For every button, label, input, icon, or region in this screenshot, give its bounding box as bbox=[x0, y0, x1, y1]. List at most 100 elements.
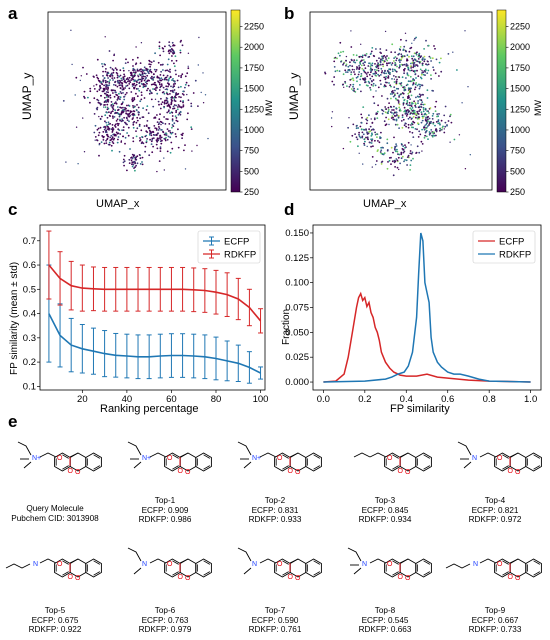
scatter-point bbox=[106, 134, 109, 137]
molecule-top-7-caption: Top-7 ECFP: 0.590 RDKFP: 0.761 bbox=[220, 606, 330, 635]
scatter-point bbox=[163, 106, 166, 109]
scatter-point bbox=[133, 97, 136, 99]
scatter-point bbox=[124, 136, 127, 139]
scatter-point bbox=[420, 73, 423, 76]
scatter-point bbox=[121, 85, 124, 88]
legend-label: ECFP bbox=[224, 237, 249, 248]
scatter-point bbox=[363, 64, 366, 66]
scatter-point bbox=[155, 127, 158, 130]
scatter-point bbox=[407, 126, 410, 129]
scatter-point bbox=[106, 108, 109, 111]
scatter-point bbox=[352, 61, 355, 63]
scatter-point bbox=[388, 102, 390, 104]
ester-oxygen-label: O bbox=[387, 561, 393, 568]
scatter-point bbox=[108, 128, 110, 131]
scatter-point bbox=[168, 109, 170, 112]
scatter-point bbox=[150, 92, 153, 94]
scatter-point bbox=[340, 51, 342, 54]
scatter-point bbox=[396, 150, 399, 153]
scatter-point bbox=[177, 128, 179, 131]
aromatic-bond bbox=[502, 560, 509, 565]
scatter-point bbox=[169, 76, 172, 79]
scatter-point bbox=[113, 102, 116, 105]
scatter-point bbox=[99, 102, 101, 105]
scatter-point bbox=[449, 113, 452, 116]
scatter-point bbox=[372, 145, 374, 148]
scatter-point bbox=[123, 95, 126, 98]
scatter-point bbox=[173, 104, 176, 106]
scatter-point bbox=[410, 80, 413, 83]
scatter-point bbox=[367, 56, 370, 58]
scatter-point bbox=[412, 111, 415, 113]
scatter-point bbox=[176, 79, 179, 82]
scatter-point bbox=[394, 166, 396, 168]
scatter-point bbox=[157, 100, 160, 103]
scatter-point bbox=[393, 68, 396, 71]
scatter-point bbox=[400, 53, 403, 56]
scatter-point bbox=[414, 58, 417, 61]
scatter-point bbox=[103, 128, 106, 131]
scatter-point bbox=[111, 89, 114, 92]
scatter-point bbox=[406, 164, 408, 166]
scatter-point bbox=[386, 167, 389, 170]
scatter-point bbox=[124, 81, 127, 83]
scatter-point bbox=[79, 79, 82, 82]
scatter-point bbox=[147, 112, 150, 115]
scatter-point bbox=[425, 113, 428, 116]
scatter-point bbox=[379, 79, 382, 82]
scatter-point bbox=[159, 120, 162, 123]
scatter-point bbox=[107, 87, 109, 90]
chain-bond bbox=[39, 558, 57, 564]
scatter-point bbox=[197, 105, 199, 107]
scatter-point bbox=[155, 143, 158, 146]
scatter-point bbox=[369, 141, 371, 144]
scatter-point bbox=[130, 91, 133, 93]
scatter-point bbox=[160, 97, 162, 100]
scatter-point bbox=[119, 119, 121, 122]
scatter-point bbox=[160, 77, 163, 79]
scatter-point bbox=[116, 76, 119, 79]
scatter-point bbox=[161, 101, 164, 103]
scatter-point bbox=[146, 82, 148, 85]
scatter-point bbox=[101, 135, 104, 137]
scatter-point bbox=[410, 159, 413, 162]
scatter-point bbox=[343, 86, 345, 89]
scatter-point bbox=[177, 104, 180, 106]
scatter-point bbox=[418, 52, 421, 55]
scatter-point bbox=[171, 79, 173, 81]
scatter-point bbox=[347, 126, 349, 129]
chain-bond bbox=[237, 547, 252, 562]
scatter-point bbox=[395, 87, 398, 90]
scatter-point bbox=[112, 71, 115, 74]
scatter-point bbox=[346, 71, 349, 73]
scatter-point bbox=[133, 106, 136, 108]
y-tick-label: 0.000 bbox=[285, 377, 309, 388]
scatter-point bbox=[357, 145, 359, 148]
molecule-top-9-caption: Top-9 ECFP: 0.667 RDKFP: 0.733 bbox=[440, 606, 550, 635]
scatter-point bbox=[374, 63, 376, 65]
scatter-point bbox=[139, 139, 141, 142]
scatter-point bbox=[422, 106, 425, 109]
scatter-point bbox=[110, 72, 113, 75]
scatter-point bbox=[126, 77, 129, 79]
scatter-point bbox=[407, 68, 410, 71]
scatter-point bbox=[416, 69, 418, 72]
scatter-point bbox=[142, 83, 145, 86]
scatter-point bbox=[161, 139, 163, 142]
scatter-point bbox=[386, 142, 389, 145]
colorbar-tick-label: 250 bbox=[510, 187, 525, 197]
scatter-point bbox=[174, 95, 176, 98]
scatter-point bbox=[122, 129, 125, 132]
scatter-point bbox=[364, 67, 367, 70]
scatter-point bbox=[416, 110, 419, 113]
scatter-point bbox=[339, 54, 341, 57]
scatter-point bbox=[182, 90, 185, 93]
ester-oxygen-label: O bbox=[167, 561, 173, 568]
scatter-point bbox=[112, 138, 115, 141]
scatter-point bbox=[149, 69, 151, 72]
scatter-point bbox=[172, 107, 174, 110]
scatter-point bbox=[169, 93, 171, 95]
scatter-point bbox=[184, 168, 187, 170]
